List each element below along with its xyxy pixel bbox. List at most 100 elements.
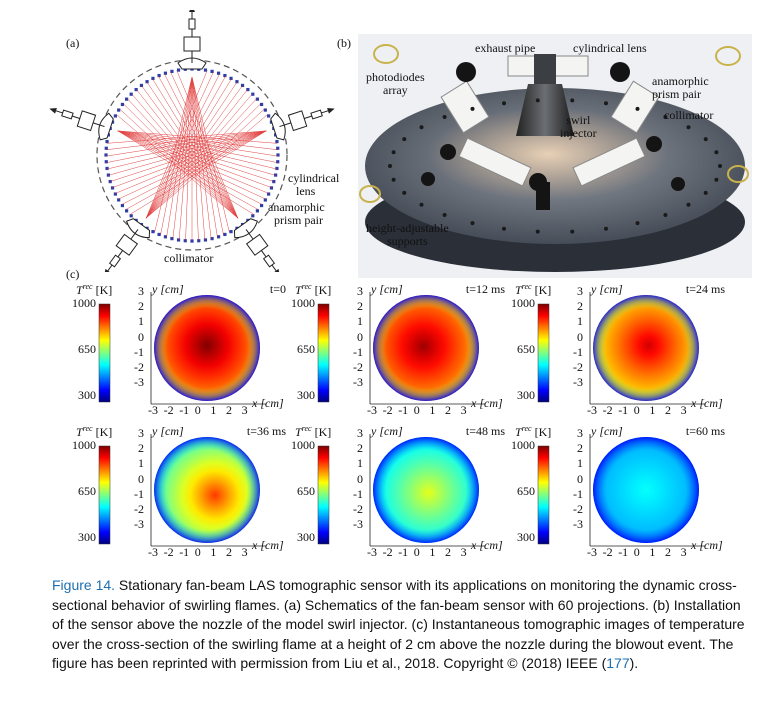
y-tick: 3	[357, 284, 363, 298]
laser-beam	[145, 71, 214, 219]
colorbar-tick: 300	[78, 388, 96, 402]
x-tick: 2	[665, 545, 671, 559]
colorbar-tick: 650	[78, 342, 96, 356]
label-swirl-injector: swirl injector	[560, 113, 597, 140]
colorbar-tick: 300	[78, 530, 96, 544]
photodiode	[151, 76, 155, 80]
panel-b-label: (b)	[337, 36, 351, 50]
panel-c-label: (c)	[66, 267, 80, 281]
laser-beam	[105, 130, 267, 157]
colorbar-tick: 1000	[291, 438, 315, 452]
y-tick: -3	[573, 517, 583, 532]
x-tick: -1	[179, 545, 190, 559]
y-axis-label: y [cm]	[152, 424, 184, 438]
y-tick: 1	[577, 314, 583, 329]
caption-ref-link[interactable]: 177	[606, 655, 630, 671]
photodiode	[134, 88, 138, 92]
label-cylindrical-lens: cylindrical lens	[288, 171, 340, 198]
y-tick: -2	[573, 360, 583, 374]
colorbar-tick: 1000	[72, 296, 96, 310]
colorbar-tick: 1000	[511, 296, 535, 310]
x-tick: 2	[665, 403, 671, 417]
tomo-frame: Trec [K] 1000 650 300 y [cm] 3 2 1 0 -1 -2 -3 -3 -2 -1…	[285, 424, 505, 560]
photodiode	[125, 209, 129, 213]
laser-beam	[191, 76, 230, 233]
photodiode	[120, 203, 125, 208]
photodiode	[269, 186, 274, 190]
y-tick: -3	[134, 517, 144, 532]
y-tick: 2	[138, 299, 144, 314]
laser-beam	[164, 73, 239, 219]
y-axis-label: y [cm]	[591, 424, 623, 438]
x-tick: -2	[602, 545, 613, 559]
laser-beam	[117, 130, 279, 157]
photodiode	[105, 166, 109, 171]
laser-beam	[117, 130, 277, 170]
laser-beam	[145, 78, 232, 219]
y-tick: -1	[353, 486, 363, 501]
laser-beam	[141, 85, 239, 219]
photodiode	[267, 114, 271, 118]
emitter-assembly	[270, 107, 335, 141]
x-tick: -3	[367, 403, 377, 417]
photodiode	[203, 238, 208, 242]
x-axis-label: x [cm]	[471, 538, 503, 552]
label-height-supports: height-adjustable supports	[366, 221, 449, 248]
y-tick: 3	[357, 426, 363, 440]
x-tick: 3	[460, 403, 467, 417]
colorbar-title: Trec [K]	[76, 282, 113, 297]
x-tick: 1	[649, 545, 656, 559]
x-tick: -1	[618, 403, 629, 417]
x-tick: -2	[163, 545, 174, 559]
laser-beam	[178, 76, 193, 241]
photodiode	[117, 108, 121, 112]
y-tick: 3	[577, 426, 583, 440]
photodiode	[235, 80, 239, 84]
photodiode	[113, 192, 117, 196]
y-tick: 3	[577, 284, 583, 298]
colorbar-tick: 650	[297, 342, 315, 356]
y-tick: -2	[353, 360, 363, 374]
installation-illustration	[359, 44, 749, 272]
laser-beam	[145, 70, 208, 219]
x-tick: 2	[226, 545, 232, 559]
x-tick: -1	[179, 403, 190, 417]
photodiode	[129, 92, 133, 96]
laser-beam	[136, 89, 239, 219]
frame-time-label: t=60 ms	[685, 424, 725, 438]
laser-beam	[122, 103, 239, 219]
laser-beam	[117, 130, 266, 200]
laser-beam	[117, 130, 269, 194]
x-tick: 0	[194, 545, 201, 559]
photodiode	[110, 186, 115, 190]
x-tick: -2	[382, 403, 393, 417]
y-tick: -3	[134, 375, 144, 390]
photodiode	[223, 232, 227, 237]
photodiode	[163, 235, 168, 239]
y-tick: 0	[357, 329, 363, 344]
frame-time-label: t=12 ms	[465, 282, 505, 296]
laser-beam	[191, 76, 206, 241]
y-tick: 0	[357, 471, 363, 486]
colorbar-title: Trec [K]	[76, 424, 113, 439]
photodiode	[176, 68, 181, 72]
laser-beam	[154, 76, 193, 233]
laser-beams	[105, 70, 279, 241]
x-tick: -2	[163, 403, 174, 417]
photodiode	[197, 239, 201, 243]
photodiode	[276, 160, 280, 164]
x-tick: -1	[398, 403, 409, 417]
sensor-installation-photo	[358, 34, 752, 278]
emitter-assembly	[103, 218, 151, 272]
colorbar	[98, 303, 111, 403]
x-tick: 1	[649, 403, 656, 417]
laser-beam	[117, 130, 278, 163]
emitter-assembly	[233, 218, 281, 272]
photodiode	[203, 68, 208, 72]
laser-beam	[145, 103, 262, 219]
emitter-assembly	[177, 10, 207, 70]
x-axis-label: x [cm]	[691, 396, 723, 410]
photodiode	[170, 69, 174, 73]
y-tick: 2	[138, 441, 144, 456]
tomo-frame: Trec [K] 1000 650 300 y [cm] 3 2 1 0 -1 -2 -3 -3 -2 -1…	[505, 424, 725, 560]
